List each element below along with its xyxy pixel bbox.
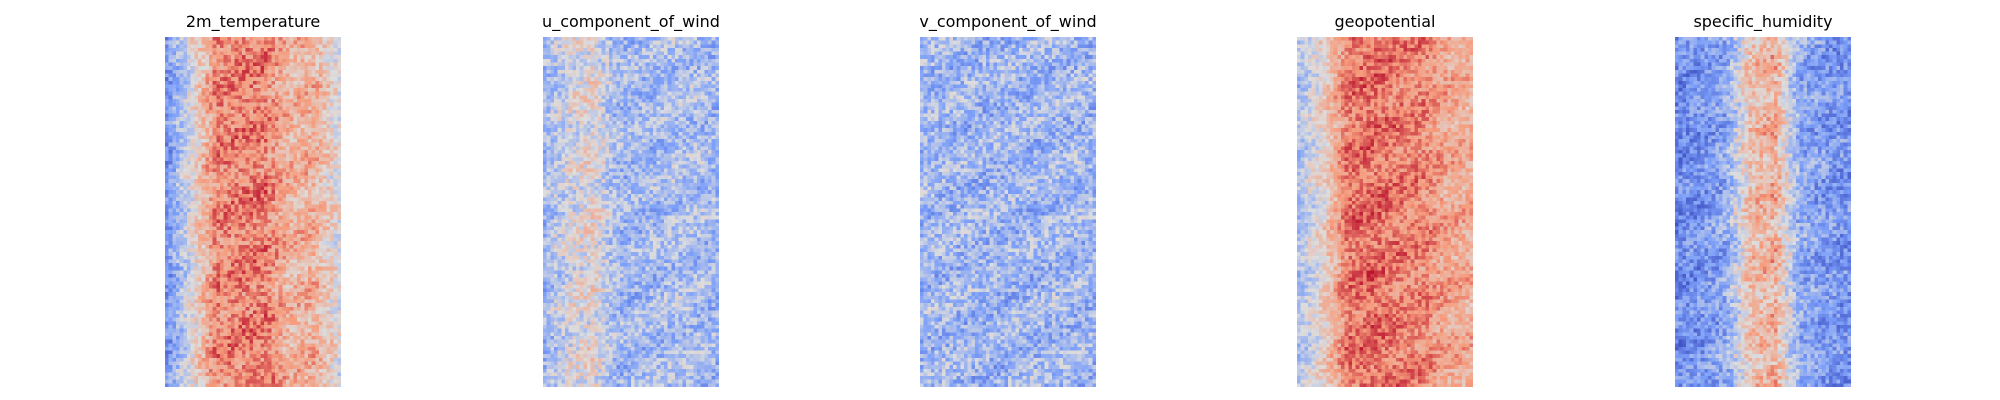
panel-title: specific_humidity: [1693, 12, 1833, 31]
heatmap-v-component-of-wind: [920, 37, 1096, 387]
panel-title: v_component_of_wind: [919, 12, 1097, 31]
panel-geopotential: geopotential: [1297, 0, 1473, 400]
heatmap-u-component-of-wind: [543, 37, 719, 387]
panel-specific-humidity: specific_humidity: [1675, 0, 1851, 400]
panel-2m-temperature: 2m_temperature: [165, 0, 341, 400]
panel-title: u_component_of_wind: [542, 12, 720, 31]
panel-title: 2m_temperature: [185, 12, 321, 31]
panel-v-component-of-wind: v_component_of_wind: [919, 0, 1097, 400]
heatmap-geopotential: [1297, 37, 1473, 387]
heatmap-specific-humidity: [1675, 37, 1851, 387]
panel-title: geopotential: [1334, 12, 1436, 31]
panel-u-component-of-wind: u_component_of_wind: [542, 0, 720, 400]
heatmap-2m-temperature: [165, 37, 341, 387]
